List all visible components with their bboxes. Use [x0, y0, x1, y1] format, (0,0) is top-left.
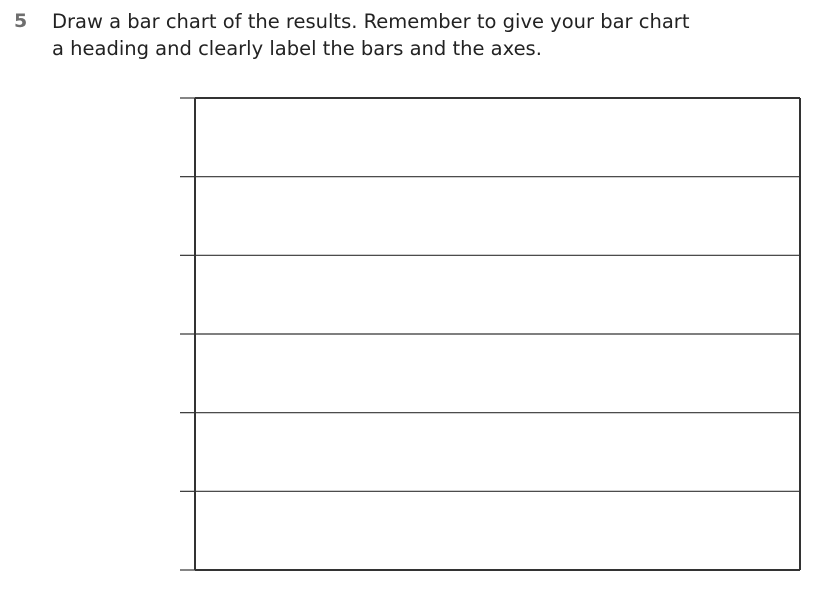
grid-lines [180, 97, 801, 571]
question-number: 5 [14, 10, 28, 32]
question-text-line-1: Draw a bar chart of the results. Remembe… [52, 10, 690, 33]
question-text-line-2: a heading and clearly label the bars and… [52, 37, 542, 60]
question-text: Draw a bar chart of the results. Remembe… [52, 8, 772, 62]
